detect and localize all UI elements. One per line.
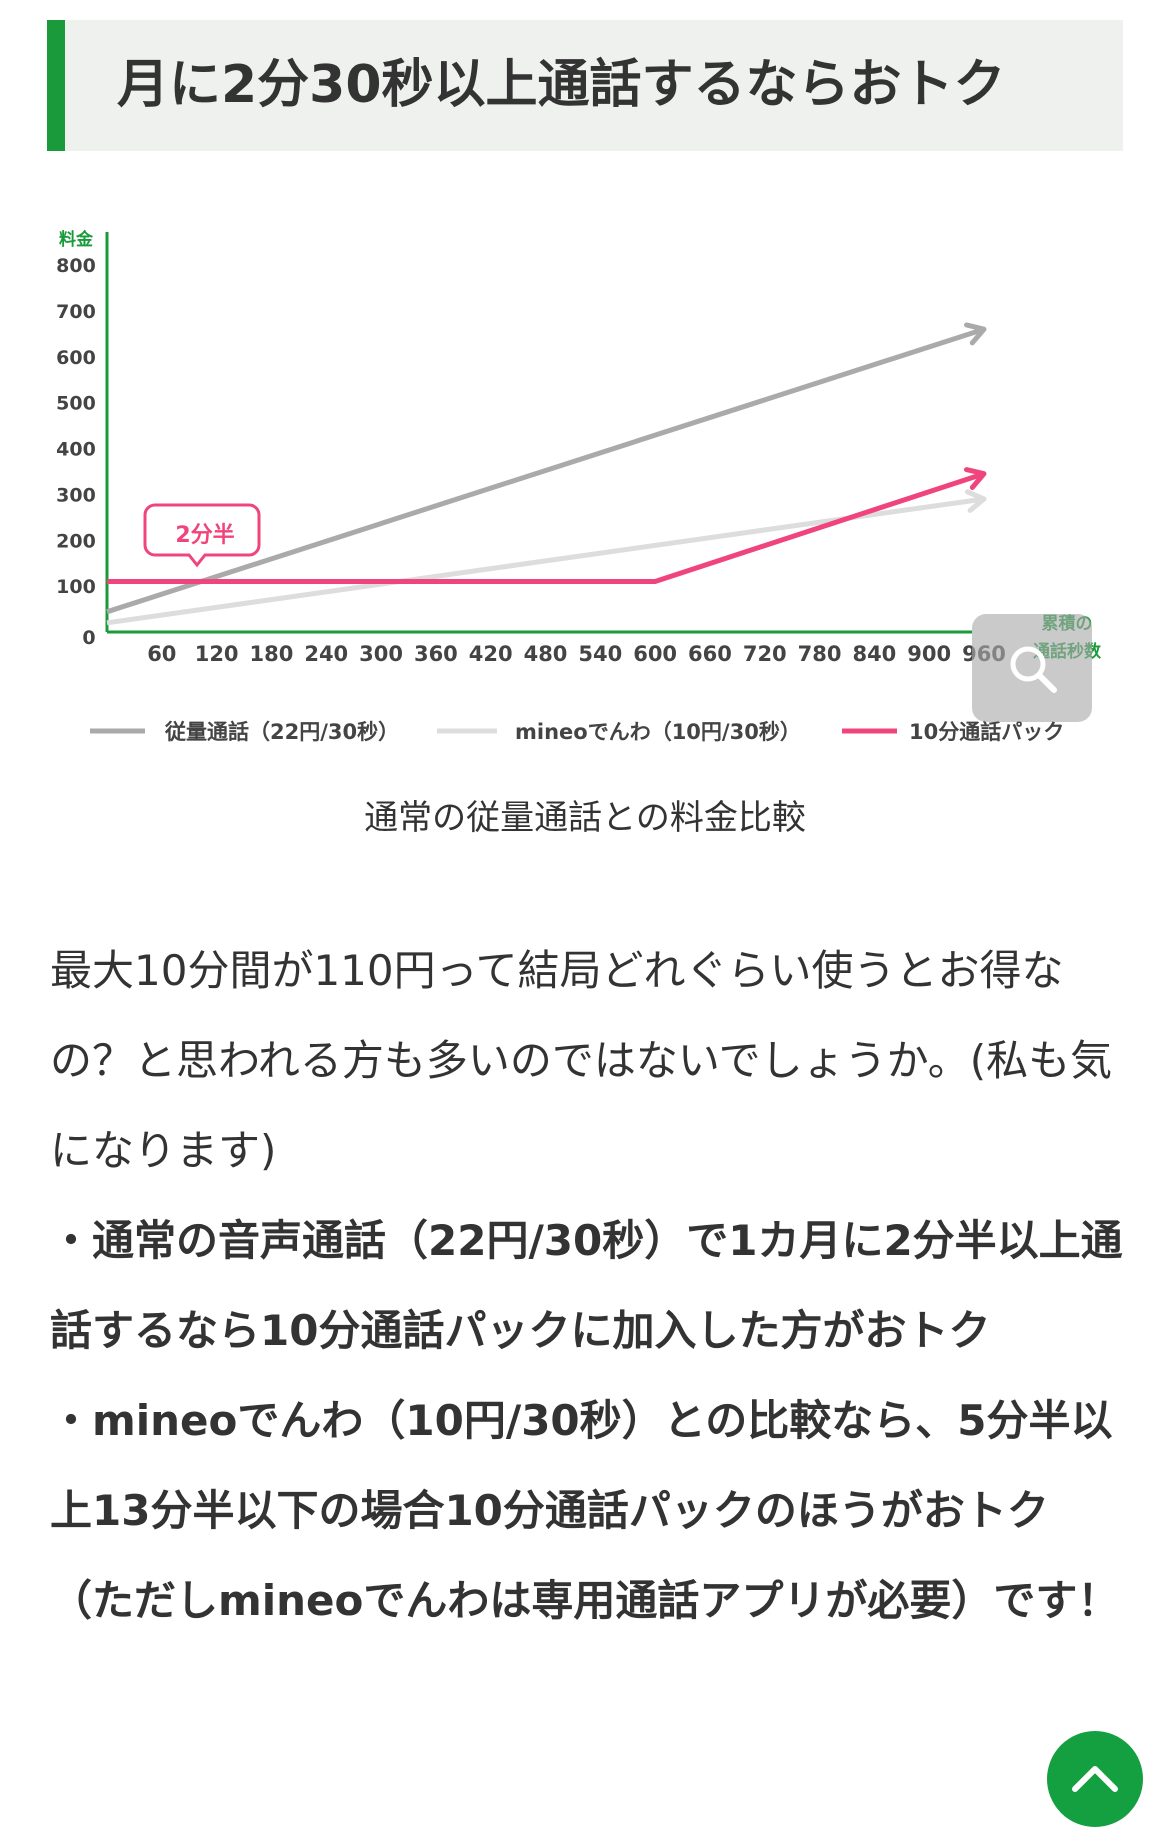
x-tick-label: 240 xyxy=(304,642,348,666)
x-tick-label: 660 xyxy=(688,642,732,666)
x-tick-label: 900 xyxy=(907,642,951,666)
y-tick-label: 0 xyxy=(82,627,95,649)
y-tick-label: 800 xyxy=(56,255,96,277)
legend-label: 10分通話パック xyxy=(909,720,1064,744)
scroll-to-top-button[interactable] xyxy=(1041,1725,1149,1833)
x-tick-label: 480 xyxy=(524,642,568,666)
article-body: 最大10分間が110円って結局どれぐらい使うとお得なの？と思われる方も多いのでは… xyxy=(50,926,1125,1646)
chart-svg: 料金 0 100 200 300 400 500 600 700 800 60 120 180 240 30… xyxy=(56,229,1102,744)
series-line xyxy=(106,326,985,615)
y-tick-label: 200 xyxy=(56,530,96,552)
bullet-standard-call: ・通常の音声通話（22円/30秒）で1カ月に2分半以上通話するなら10分通話パッ… xyxy=(50,1216,1123,1355)
bullet-mineo-denwa: ・mineoでんわ（10円/30秒）との比較なら、5分半以上13分半以下の場合1… xyxy=(50,1396,1120,1625)
section-heading-title: 月に2分30秒以上通話するならおトク xyxy=(117,55,1006,115)
series-arrowhead xyxy=(963,467,987,490)
x-tick-label: 120 xyxy=(195,642,239,666)
x-tick-label: 720 xyxy=(743,642,787,666)
x-tick-label: 780 xyxy=(798,642,842,666)
section-heading: 月に2分30秒以上通話するならおトク xyxy=(47,20,1123,151)
series-arrowhead xyxy=(964,489,987,513)
x-tick-label: 540 xyxy=(578,642,622,666)
x-tick-label: 420 xyxy=(469,642,513,666)
x-tick-label: 60 xyxy=(147,642,176,666)
x-tick-label: 600 xyxy=(633,642,677,666)
y-tick-label: 400 xyxy=(56,439,96,461)
y-tick-label: 700 xyxy=(56,301,96,323)
magnifier-icon xyxy=(1010,646,1057,693)
cost-comparison-chart: 料金 0 100 200 300 400 500 600 700 800 60 120 180 240 30… xyxy=(47,210,1123,770)
x-tick-label: 180 xyxy=(250,642,294,666)
annotation-label: 2分半 xyxy=(175,523,234,548)
chevron-up-icon xyxy=(1072,1766,1118,1792)
y-tick-label: 500 xyxy=(56,393,96,415)
series-line xyxy=(107,471,985,585)
x-tick-label: 840 xyxy=(852,642,896,666)
legend-label: 従量通話（22円/30秒） xyxy=(164,720,399,744)
annotation-callout xyxy=(143,503,261,568)
x-tick-label: 300 xyxy=(359,642,403,666)
legend-label: mineoでんわ（10円/30秒） xyxy=(515,720,801,744)
x-tick-label: 360 xyxy=(414,642,458,666)
y-axis-label: 料金 xyxy=(59,229,94,250)
y-tick-label: 600 xyxy=(56,347,96,369)
series-arrowhead xyxy=(964,322,987,346)
y-tick-label: 300 xyxy=(56,484,96,506)
y-tick-label: 100 xyxy=(56,576,96,598)
chart-caption: 通常の従量通話との料金比較 xyxy=(364,798,806,838)
zoom-button[interactable] xyxy=(972,614,1092,722)
intro-paragraph: 最大10分間が110円って結局どれぐらい使うとお得なの？と思われる方も多いのでは… xyxy=(50,946,1113,1175)
